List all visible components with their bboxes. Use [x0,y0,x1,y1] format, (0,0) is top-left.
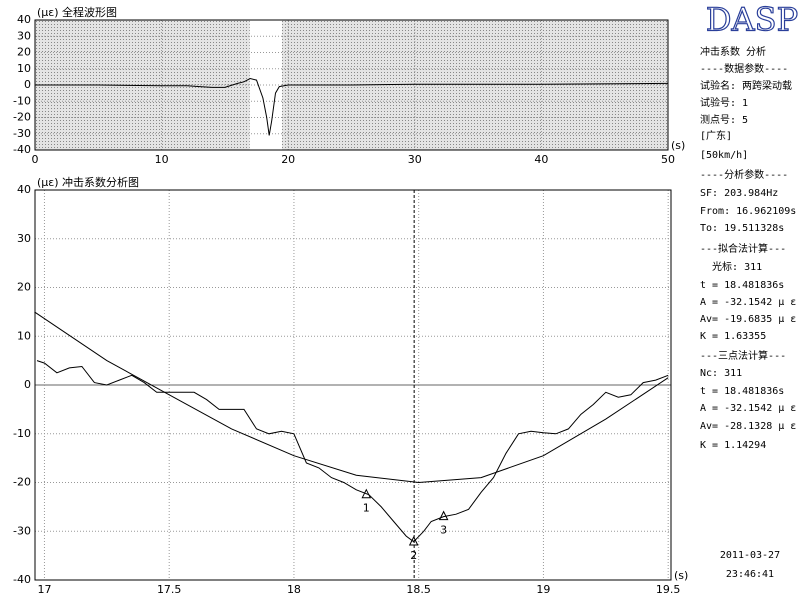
selected-range [249,20,283,150]
y-tick-label: -30 [13,524,31,537]
y-tick-label: -20 [13,476,31,489]
y-tick-label: -10 [13,94,31,107]
plot-frame [34,189,672,581]
y-tick-label: 10 [17,329,31,342]
panel-line: ----数据参数---- [700,62,788,75]
y-tick-label: 40 [17,13,31,26]
panel-line: A = -32.1542 μ ε [700,403,796,414]
marker-label: 1 [363,502,370,515]
data-line [35,77,669,136]
x-tick-label: 20 [281,153,295,166]
y-tick-label: 30 [17,232,31,245]
data-line [34,311,669,484]
panel-line: [广东] [700,129,732,142]
y-tick-label: 20 [17,281,31,294]
marker-label: 3 [440,524,447,537]
y-tick-label: 0 [24,78,31,91]
x-unit: (s) [671,139,685,152]
x-tick-label: 19.5 [656,583,681,596]
y-tick-label: -20 [13,111,31,124]
logo: DASP [706,1,798,39]
y-tick-label: -40 [13,143,31,156]
panel-line: Av= -19.6835 μ ε [700,314,796,325]
marker [438,510,449,521]
x-tick-label: 40 [534,153,548,166]
panel-line: ---三点法计算--- [700,349,786,362]
panel-line: Nc: 311 [700,368,742,379]
y-tick-label: -40 [13,573,31,586]
panel-line: 光标: 311 [700,260,762,273]
x-tick-label: 0 [32,153,39,166]
plot-frame [34,19,669,151]
panel-line: K = 1.63355 [700,331,766,342]
x-unit: (s) [674,569,688,582]
panel-line: 试验名: 两跨梁动载 [700,79,792,92]
x-tick-label: 30 [408,153,422,166]
marker [408,535,419,546]
panel-line: K = 1.14294 [700,440,766,451]
panel-line: ---拟合法计算--- [700,242,786,255]
y-tick-label: 0 [24,378,31,391]
time: 23:46:41 [726,569,774,580]
data-line [36,360,669,543]
panel-line: 试验号: 1 [700,96,748,109]
panel-line: ----分析参数---- [700,168,788,181]
marker [361,488,372,499]
chart-title: (με) 冲击系数分析图 [37,175,139,189]
y-tick-label: -30 [13,127,31,140]
chart-title: (με) 全程波形图 [37,5,117,19]
panel-line: t = 18.481836s [700,280,784,291]
x-tick-label: 50 [661,153,675,166]
y-tick-label: 30 [17,29,31,42]
panel-line: A = -32.1542 μ ε [700,297,796,308]
x-tick-label: 19 [536,583,550,596]
y-tick-label: -10 [13,427,31,440]
panel-line: 冲击系数 分析 [700,45,766,58]
panel-line: Av= -28.1328 μ ε [700,421,796,432]
y-tick-label: 20 [17,46,31,59]
panel-line: From: 16.962109s [700,206,796,217]
panel-line: t = 18.481836s [700,386,784,397]
y-tick-label: 40 [17,183,31,196]
x-tick-label: 18.5 [406,583,431,596]
marker-label: 2 [410,549,417,562]
x-tick-label: 10 [155,153,169,166]
y-tick-label: 10 [17,62,31,75]
panel-line: 测点号: 5 [700,113,748,126]
panel-line: SF: 203.984Hz [700,188,778,199]
panel-line: To: 19.511328s [700,223,784,234]
panel-line: [50km/h] [700,150,748,161]
x-tick-label: 18 [287,583,301,596]
x-tick-label: 17.5 [157,583,182,596]
date: 2011-03-27 [720,550,780,561]
x-tick-label: 17 [37,583,51,596]
